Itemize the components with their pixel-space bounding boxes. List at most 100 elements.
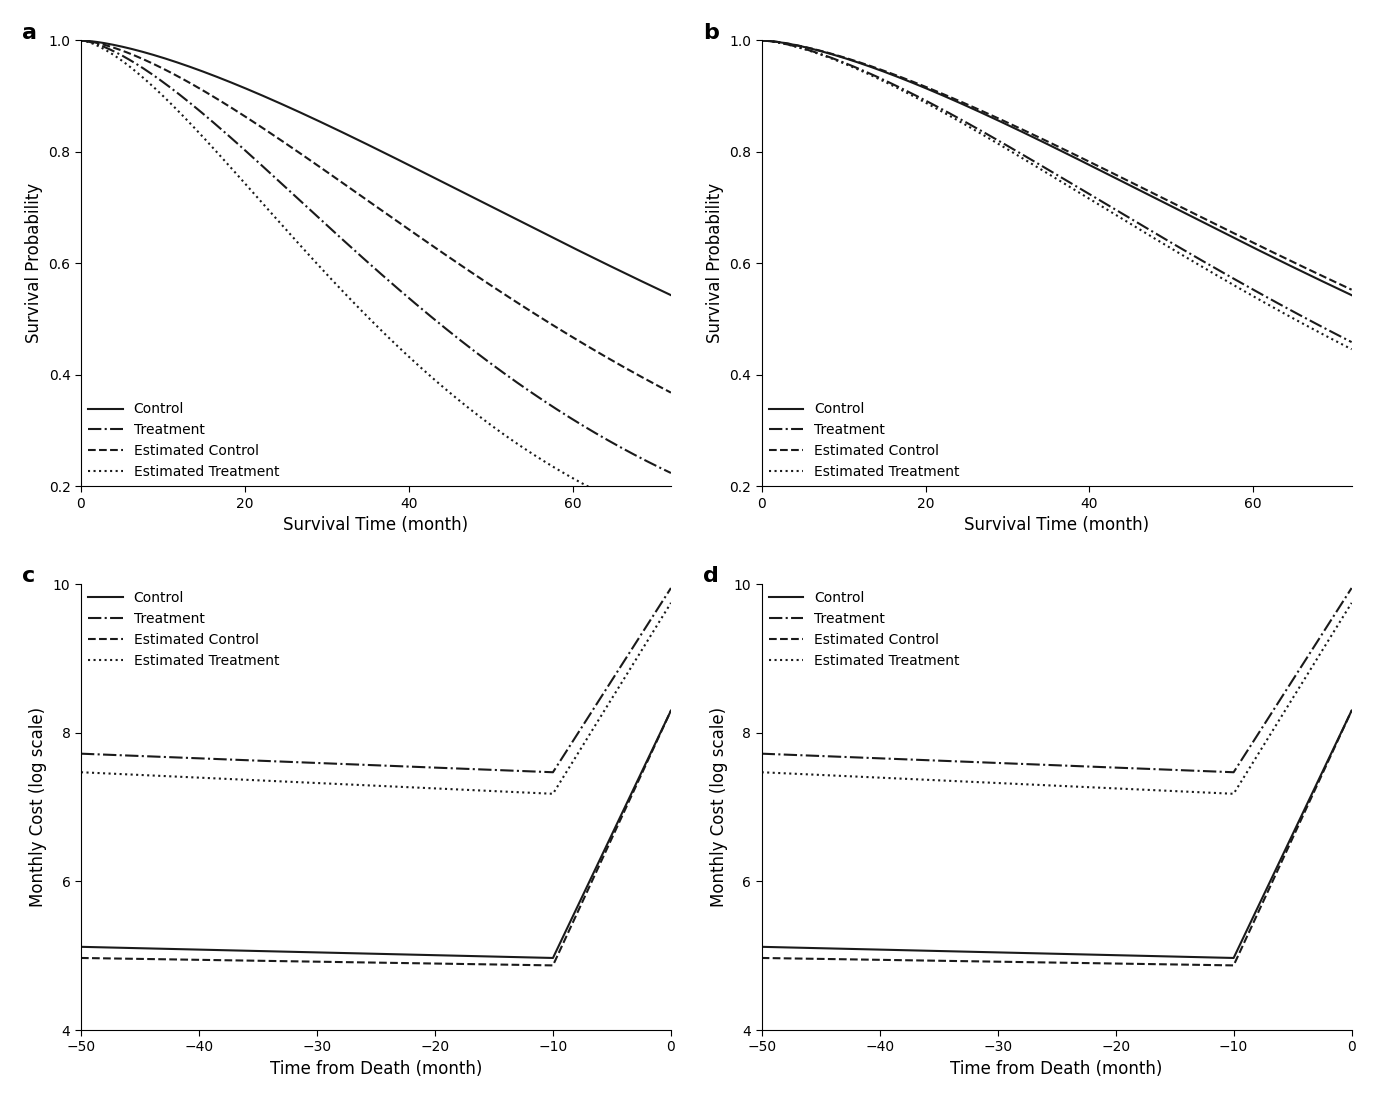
- Treatment: [392, 285, 409, 298]
- Line: Estimated Control: Estimated Control: [762, 41, 1352, 290]
- Line: Treatment: Treatment: [81, 41, 671, 473]
- Estimated Control: [1225, 959, 1242, 972]
- Estimated Treatment: [1073, 188, 1090, 201]
- Estimated Control: [1033, 132, 1050, 146]
- Estimated Control: [1105, 167, 1121, 180]
- Estimated Control: [73, 34, 90, 47]
- Control: [754, 34, 771, 47]
- Treatment: [1073, 182, 1090, 195]
- Line: Treatment: Treatment: [762, 41, 1352, 342]
- Estimated Control: [663, 386, 679, 399]
- Control: [663, 704, 679, 717]
- Treatment: [663, 581, 679, 595]
- Estimated Treatment: [663, 597, 679, 610]
- Treatment: [1225, 765, 1242, 779]
- Estimated Control: [544, 959, 561, 972]
- Estimated Treatment: [544, 788, 561, 801]
- Estimated Control: [754, 34, 771, 47]
- Y-axis label: Monthly Cost (log scale): Monthly Cost (log scale): [29, 707, 47, 908]
- Treatment: [754, 34, 771, 47]
- Treatment: [424, 311, 441, 324]
- Line: Control: Control: [762, 710, 1352, 959]
- Estimated Treatment: [1344, 597, 1360, 610]
- Control: [1237, 237, 1254, 250]
- Treatment: [356, 253, 373, 266]
- Treatment: [1344, 581, 1360, 595]
- Line: Estimated Control: Estimated Control: [81, 710, 671, 965]
- Estimated Control: [649, 378, 666, 392]
- Control: [73, 940, 90, 953]
- Control: [754, 940, 771, 953]
- Treatment: [1033, 159, 1050, 172]
- Control: [356, 137, 373, 150]
- Estimated Treatment: [354, 303, 370, 317]
- Text: d: d: [703, 567, 718, 587]
- Estimated Treatment: [392, 342, 409, 355]
- Line: Estimated Treatment: Estimated Treatment: [81, 41, 671, 524]
- Estimated Treatment: [1344, 343, 1360, 356]
- Control: [1033, 135, 1050, 148]
- Estimated Treatment: [73, 34, 90, 47]
- Control: [392, 154, 409, 168]
- X-axis label: Time from Death (month): Time from Death (month): [950, 1060, 1163, 1078]
- Y-axis label: Monthly Cost (log scale): Monthly Cost (log scale): [710, 707, 728, 908]
- Estimated Control: [1344, 283, 1360, 297]
- X-axis label: Time from Death (month): Time from Death (month): [269, 1060, 482, 1078]
- Control: [1225, 952, 1242, 965]
- Control: [663, 289, 679, 302]
- Estimated Control: [1037, 133, 1054, 147]
- Text: b: b: [703, 23, 718, 43]
- Text: c: c: [22, 567, 36, 587]
- Y-axis label: Survival Probability: Survival Probability: [706, 183, 724, 343]
- Estimated Control: [1329, 277, 1345, 290]
- Treatment: [354, 249, 370, 263]
- Control: [354, 135, 370, 148]
- Control: [649, 282, 666, 296]
- Line: Control: Control: [762, 41, 1352, 296]
- Control: [544, 952, 561, 965]
- Treatment: [1105, 202, 1121, 215]
- Control: [557, 237, 573, 250]
- Estimated Control: [73, 952, 90, 965]
- Treatment: [1237, 279, 1254, 292]
- Estimated Treatment: [754, 765, 771, 779]
- Estimated Control: [354, 190, 370, 203]
- Estimated Control: [754, 952, 771, 965]
- Line: Estimated Treatment: Estimated Treatment: [762, 41, 1352, 350]
- Control: [1329, 282, 1345, 296]
- Line: Estimated Control: Estimated Control: [762, 710, 1352, 965]
- Control: [1344, 704, 1360, 717]
- Estimated Treatment: [1329, 335, 1345, 349]
- Treatment: [1329, 329, 1345, 342]
- Legend: Control, Treatment, Estimated Control, Estimated Treatment: Control, Treatment, Estimated Control, E…: [769, 591, 960, 668]
- Estimated Control: [663, 704, 679, 717]
- Estimated Treatment: [754, 34, 771, 47]
- Control: [1105, 170, 1121, 183]
- Estimated Treatment: [557, 467, 573, 480]
- Estimated Treatment: [663, 517, 679, 531]
- Text: a: a: [22, 23, 37, 43]
- Line: Treatment: Treatment: [762, 588, 1352, 772]
- Estimated Treatment: [1033, 163, 1050, 176]
- Estimated Treatment: [1225, 788, 1242, 801]
- Legend: Control, Treatment, Estimated Control, Estimated Treatment: Control, Treatment, Estimated Control, E…: [769, 403, 960, 479]
- Treatment: [1037, 161, 1054, 174]
- Estimated Control: [1344, 704, 1360, 717]
- Line: Control: Control: [81, 41, 671, 296]
- Treatment: [754, 747, 771, 760]
- Line: Estimated Treatment: Estimated Treatment: [762, 603, 1352, 794]
- Estimated Treatment: [356, 308, 373, 321]
- Line: Control: Control: [81, 710, 671, 959]
- Y-axis label: Survival Probability: Survival Probability: [25, 183, 43, 343]
- Control: [1073, 154, 1090, 168]
- Treatment: [73, 34, 90, 47]
- Treatment: [544, 765, 561, 779]
- Control: [1037, 137, 1054, 150]
- Estimated Treatment: [424, 371, 441, 384]
- Legend: Control, Treatment, Estimated Control, Estimated Treatment: Control, Treatment, Estimated Control, E…: [88, 403, 279, 479]
- Control: [73, 34, 90, 47]
- Treatment: [557, 408, 573, 421]
- X-axis label: Survival Time (month): Survival Time (month): [964, 516, 1149, 534]
- Treatment: [649, 460, 666, 473]
- Estimated Treatment: [1105, 206, 1121, 219]
